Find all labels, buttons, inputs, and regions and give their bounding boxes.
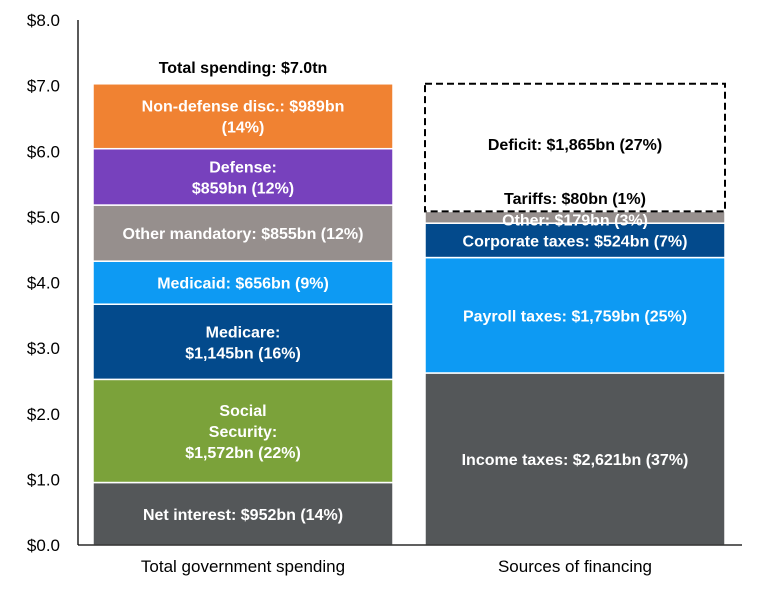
segment-medicaid: Medicaid: $656bn (9%) <box>92 260 394 305</box>
segment-net-interest: Net interest: $952bn (14%) <box>92 481 394 546</box>
y-axis: $0.0 $1.0 $2.0 $3.0 $4.0 $5.0 $6.0 $7.0 $8.0 <box>27 11 79 555</box>
bars: Net interest: $952bn (14%) Social Security… <box>92 82 726 546</box>
y-tick-label: $3.0 <box>27 339 60 358</box>
bar-segment <box>92 83 394 150</box>
bar-segment <box>424 372 726 546</box>
y-tick-label: $5.0 <box>27 208 60 227</box>
bar-segment <box>424 222 726 259</box>
y-tick-label: $1.0 <box>27 470 60 489</box>
segment-label: Deficit: $1,865bn (27%) <box>488 137 662 154</box>
x-axis: Total government spending Sources of fina… <box>78 544 742 576</box>
dashed-outline <box>424 82 726 213</box>
segment-label: Other: $179bn (3%) <box>502 212 648 229</box>
segment-label: Tariffs: $80bn (1%) <box>504 191 646 208</box>
bar-segment <box>92 303 394 381</box>
segment-other-mandatory: Other mandatory: $855bn (12%) <box>92 204 394 262</box>
segment-label: Social Security: $1,572bn (22%) <box>185 403 301 462</box>
segment-defense: Defense: $859bn (12%) <box>92 147 394 206</box>
y-tick-label: $6.0 <box>27 142 60 161</box>
segment-label: Defense: $859bn (12%) <box>192 159 294 197</box>
segment-label: Income taxes: $2,621bn (37%) <box>462 452 689 469</box>
bar-segment <box>424 256 726 374</box>
segment-label: Corporate taxes: $524bn (7%) <box>463 233 688 250</box>
segment-label: Non-defense disc.: $989bn (14%) <box>142 99 345 137</box>
y-tick-label: $4.0 <box>27 274 60 293</box>
x-category-label: Total government spending <box>141 557 345 576</box>
segment-social-security: Social Security: $1,572bn (22%) <box>92 378 394 484</box>
bar-segment <box>92 378 394 484</box>
y-tick-label: $0.0 <box>27 536 60 555</box>
x-category-label: Sources of financing <box>498 557 652 576</box>
segment-label: Payroll taxes: $1,759bn (25%) <box>463 308 687 325</box>
segment-medicare: Medicare: $1,145bn (16%) <box>92 303 394 381</box>
segment-payroll-taxes: Payroll taxes: $1,759bn (25%) <box>424 256 726 374</box>
y-tick-label: $7.0 <box>27 77 60 96</box>
segment-label: Other mandatory: $855bn (12%) <box>123 226 364 243</box>
segment-income-taxes: Income taxes: $2,621bn (37%) <box>424 372 726 546</box>
segment-corporate-taxes: Corporate taxes: $524bn (7%) <box>424 222 726 259</box>
y-tick-label: $8.0 <box>27 11 60 30</box>
segment-non-defense-disc: Non-defense disc.: $989bn (14%) <box>92 83 394 150</box>
segment-deficit: Deficit: $1,865bn (27%) <box>488 137 662 154</box>
segment-label: Medicaid: $656bn (9%) <box>157 276 329 293</box>
segment-label: Medicare: $1,145bn (16%) <box>185 324 301 362</box>
y-tick-label: $2.0 <box>27 405 60 424</box>
total-spending-annotation: Total spending: $7.0tn <box>159 60 328 77</box>
segment-tariffs: Tariffs: $80bn (1%) <box>504 191 646 208</box>
segment-label: Net interest: $952bn (14%) <box>143 507 343 524</box>
